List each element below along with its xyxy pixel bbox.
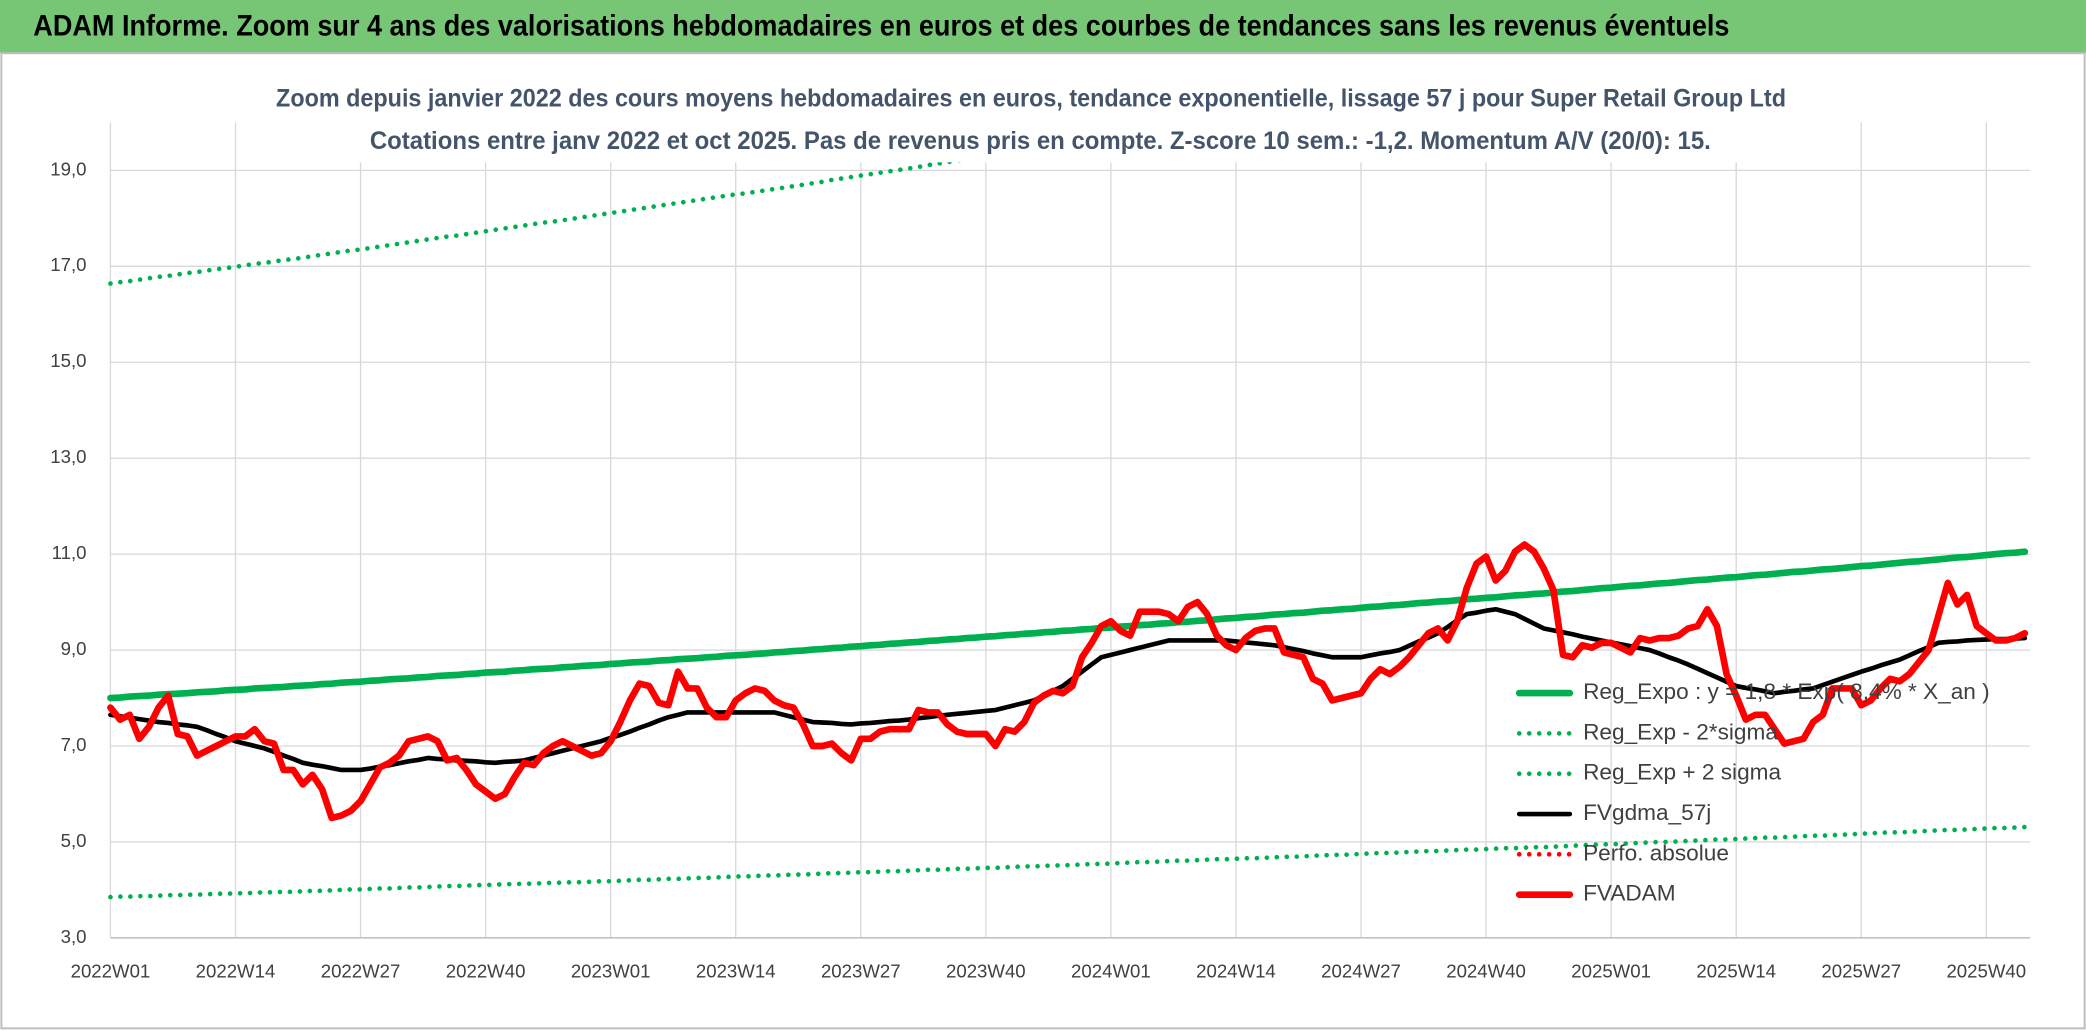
x-tick-label: 2023W14 [696,960,776,981]
y-tick-label: 19,0 [50,158,86,179]
x-tick-label: 2022W40 [446,960,526,981]
legend-label: Reg_Exp - 2*sigma [1583,719,1778,744]
legend-label: Reg_Exp + 2 sigma [1583,760,1781,785]
chart-subtitle: Cotations entre janv 2022 et oct 2025. P… [370,127,1711,155]
chart-border [0,52,2086,1030]
x-tick-label: 2025W40 [1946,960,2026,981]
series-line [107,548,2029,702]
x-tick-label: 2024W40 [1446,960,1526,981]
legend-label: FVADAM [1583,881,1676,906]
series-line [108,824,2028,900]
legend: Reg_Expo : y = 1,8 * Exp( 8,4% * X_an ) R… [1515,679,1990,906]
y-tick-label: 3,0 [61,926,87,947]
chart-title: ADAM Informe. Zoom sur 4 ans des valoris… [33,11,1729,43]
grid [109,122,2031,939]
legend-label: FVgdma_57j [1583,800,1711,825]
x-tick-label: 2024W27 [1321,960,1401,981]
y-tick-label: 13,0 [50,446,86,467]
x-tick-label: 2025W27 [1821,960,1901,981]
x-tick-label: 2023W27 [821,960,901,981]
y-tick-label: 5,0 [61,830,87,851]
x-tick-label: 2023W01 [571,960,651,981]
x-tick-label: 2024W14 [1196,960,1276,981]
series-line [108,606,2028,773]
legend-label: Reg_Expo : y = 1,8 * Exp( 8,4% * X_an ) [1583,679,1990,704]
series-line [107,541,2029,822]
x-tick-label: 2025W01 [1571,960,1651,981]
x-tick-label: 2022W01 [71,960,151,981]
x-tick-label: 2023W40 [946,960,1026,981]
x-tick-label: 2022W27 [321,960,401,981]
x-tick-label: 2025W14 [1696,960,1776,981]
chart-subtitle: Zoom depuis janvier 2022 des cours moyen… [276,84,1786,112]
y-tick-label: 9,0 [61,638,87,659]
subtitle-background [266,74,1807,163]
legend-label: Perfo. absolue [1583,840,1729,865]
x-tick-label: 2024W01 [1071,960,1151,981]
axes: 3,0 5,0 7,0 9,0 11,0 13,0 15,0 17,0 19,0 2022W01 2… [50,158,2031,981]
y-tick-label: 17,0 [50,254,86,275]
y-tick-label: 11,0 [52,542,87,563]
x-tick-label: 2022W14 [196,960,276,981]
header-bar [0,0,2086,54]
y-tick-label: 7,0 [61,734,87,755]
y-tick-label: 15,0 [50,350,86,371]
